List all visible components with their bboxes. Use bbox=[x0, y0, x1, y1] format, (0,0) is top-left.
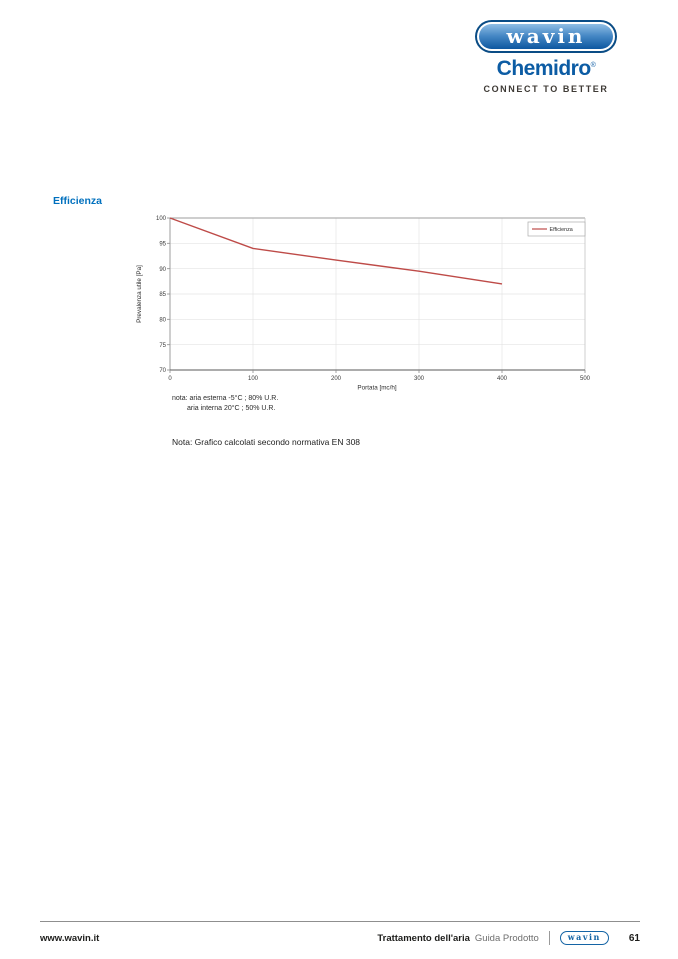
registered-mark: ® bbox=[590, 62, 596, 69]
footer-doc-title: Trattamento dell'aria bbox=[377, 932, 470, 944]
wavin-logo-small: wavin bbox=[559, 931, 609, 945]
x-tick: 200 bbox=[331, 376, 342, 382]
page-footer: www.wavin.it Trattamento dell'aria Guida… bbox=[40, 921, 640, 945]
x-tick: 400 bbox=[497, 376, 508, 382]
note-standard: Nota: Grafico calcolati secondo normativ… bbox=[172, 437, 361, 447]
footer-divider bbox=[548, 931, 550, 945]
wavin-logo-ring: wavin bbox=[477, 22, 615, 51]
y-tick: 85 bbox=[159, 292, 166, 298]
chemidro-text: Chemidro bbox=[496, 57, 592, 80]
x-tick: 100 bbox=[248, 376, 259, 382]
page-title: Efficienza bbox=[53, 195, 103, 207]
gridlines bbox=[170, 218, 585, 370]
wavin-logo: wavin bbox=[475, 20, 617, 53]
chart-legend: Efficienza bbox=[527, 221, 586, 237]
legend-box bbox=[527, 221, 586, 237]
note-conditions-1: nota: aria esterna -5°C ; 80% U.R. bbox=[172, 395, 279, 402]
footer-doc-subtitle: Guida Prodotto bbox=[474, 932, 539, 944]
chemidro-wordmark: Chemidro® bbox=[497, 57, 596, 81]
x-axis-title: Portata [mc/h] bbox=[357, 385, 396, 392]
y-tick: 95 bbox=[159, 242, 166, 248]
brand-header: wavin Chemidro® CONNECT TO BETTER bbox=[475, 20, 617, 94]
x-tick: 0 bbox=[168, 376, 172, 382]
y-tick: 70 bbox=[159, 368, 166, 374]
x-tick-labels: 0 100 200 300 400 500 bbox=[168, 376, 590, 382]
y-tick-labels: 100 95 90 85 80 75 70 bbox=[156, 216, 167, 374]
brand-tagline: CONNECT TO BETTER bbox=[483, 84, 609, 94]
footer-website: www.wavin.it bbox=[40, 932, 100, 944]
page-number: 61 bbox=[628, 932, 640, 944]
y-tick: 80 bbox=[159, 318, 166, 324]
legend-label: Efficienza bbox=[550, 227, 573, 233]
efficiency-chart-svg: 100 95 90 85 80 75 70 0 100 200 300 400 … bbox=[136, 216, 591, 392]
wavin-logo-text: wavin bbox=[479, 24, 613, 49]
x-tick: 300 bbox=[414, 376, 425, 382]
y-tick: 75 bbox=[159, 343, 166, 349]
footer-right-cluster: Trattamento dell'aria Guida Prodotto wav… bbox=[377, 931, 640, 945]
y-axis-title: Prevalenza utile [Pa] bbox=[136, 265, 143, 323]
x-tick: 500 bbox=[580, 376, 591, 382]
y-tick: 100 bbox=[156, 216, 167, 222]
y-tick: 90 bbox=[159, 267, 166, 273]
axis-ticks bbox=[167, 217, 586, 373]
efficienza-line bbox=[169, 217, 503, 285]
note-conditions-2: aria interna 20°C ; 50% U.R. bbox=[187, 405, 276, 412]
efficiency-chart: 100 95 90 85 80 75 70 0 100 200 300 400 … bbox=[130, 210, 592, 396]
